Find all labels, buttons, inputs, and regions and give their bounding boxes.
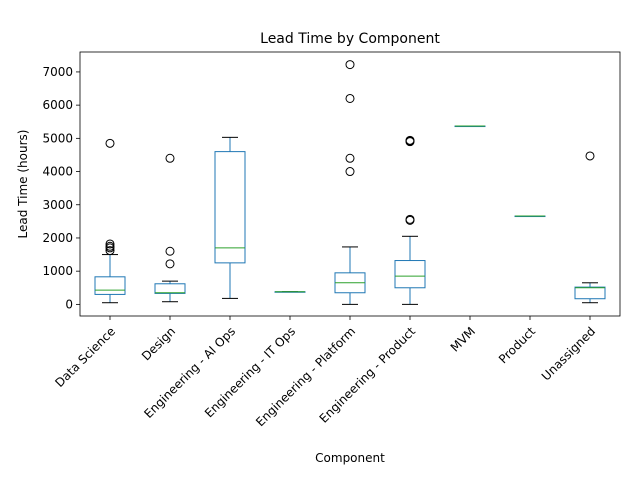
y-tick-label: 2000 xyxy=(42,231,73,245)
y-tick-label: 4000 xyxy=(42,165,73,179)
y-tick-label: 3000 xyxy=(42,198,73,212)
outlier-point xyxy=(105,241,115,251)
outlier-point xyxy=(165,259,175,269)
axes-frame xyxy=(79,51,621,317)
y-tick-label: 5000 xyxy=(42,131,73,145)
y-tick-label: 1000 xyxy=(42,264,73,278)
box-iqr xyxy=(394,260,426,289)
y-axis-label: Lead Time (hours) xyxy=(16,130,30,239)
outlier-point xyxy=(345,93,355,103)
chart-title: Lead Time by Component xyxy=(260,31,440,47)
outlier-point xyxy=(105,246,115,256)
x-axis-label: Component xyxy=(315,451,385,465)
outlier-point xyxy=(585,151,595,161)
box-iqr xyxy=(154,283,186,294)
box-iqr xyxy=(94,276,126,295)
y-tick-label: 0 xyxy=(65,297,73,311)
outlier-point xyxy=(105,138,115,148)
outlier-point xyxy=(345,60,355,70)
outlier-point xyxy=(165,153,175,163)
y-tick-label: 7000 xyxy=(42,65,73,79)
outlier-point xyxy=(105,239,115,249)
outlier-point xyxy=(345,167,355,177)
y-tick-label: 6000 xyxy=(42,98,73,112)
outlier-point xyxy=(165,246,175,256)
box-iqr xyxy=(574,286,606,300)
outlier-point xyxy=(405,135,415,145)
box-iqr xyxy=(214,151,246,264)
outlier-point xyxy=(345,153,355,163)
outlier-point xyxy=(405,214,415,224)
